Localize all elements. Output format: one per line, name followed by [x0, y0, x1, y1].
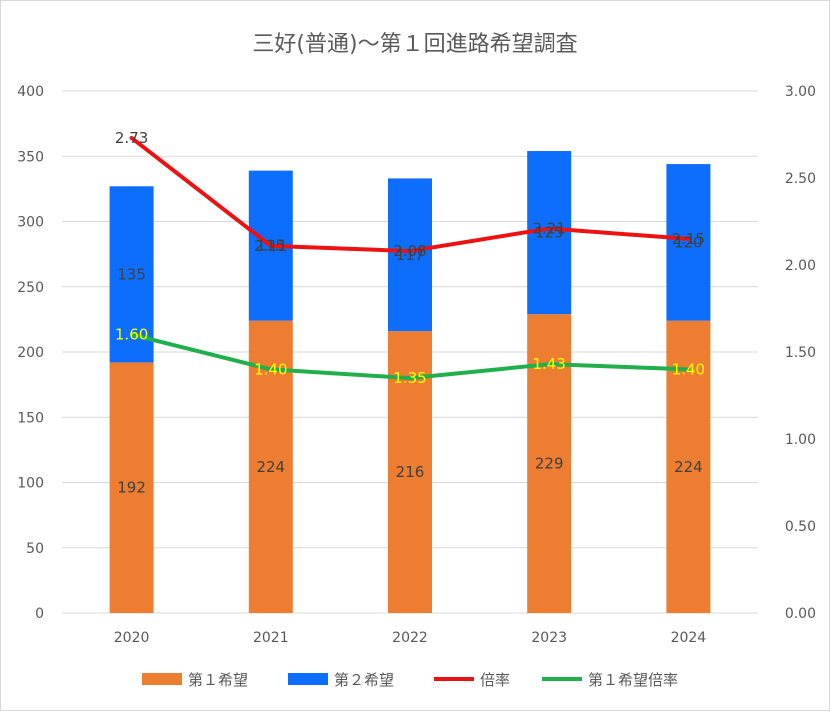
y-right-tick-label: 2.00	[785, 258, 816, 274]
y-left-tick-label: 400	[17, 84, 44, 100]
bar-data-label: 229	[535, 455, 564, 473]
bar-second-choice	[666, 164, 711, 321]
legend-label: 第１希望倍率	[588, 671, 678, 689]
y-left-tick-label: 0	[35, 606, 44, 622]
line-data-label: 2.11	[254, 237, 287, 255]
legend-swatch	[288, 673, 328, 685]
line-data-label: 1.40	[672, 360, 705, 378]
y-right-tick-label: 1.00	[785, 432, 816, 448]
legend-label: 第２希望	[334, 671, 394, 689]
bar-data-label: 224	[674, 458, 703, 476]
chart-title: 三好(普通)～第１回進路希望調査	[252, 32, 577, 57]
line-data-label: 1.60	[115, 326, 148, 344]
line-data-label: 2.08	[393, 242, 426, 260]
y-left-tick-label: 100	[17, 476, 44, 492]
line-data-label: 1.43	[532, 355, 565, 373]
bar-data-label: 224	[256, 458, 285, 476]
first-choice-ratio-line	[129, 332, 691, 381]
y-right-tick-label: 1.50	[785, 345, 816, 361]
y-right-tick-label: 2.50	[785, 171, 816, 187]
x-tick-label: 2024	[671, 630, 707, 646]
line-group	[129, 135, 691, 381]
bar-data-label: 115	[256, 237, 285, 255]
x-tick-label: 2020	[114, 630, 150, 646]
line-data-label: 2.15	[672, 230, 705, 248]
y-right-tick-label: 0.00	[785, 606, 816, 622]
legend-label: 第１希望	[188, 671, 248, 689]
data-label-group: 192 135 224 115 216 117 229 125 224 120 2.73 2.11 2.…	[115, 129, 705, 497]
line-data-label: 2.21	[532, 219, 565, 237]
x-tick-label: 2022	[392, 630, 428, 646]
y-left-tick-label: 50	[26, 541, 44, 557]
bar-data-label: 216	[396, 463, 425, 481]
legend-label: 倍率	[480, 671, 510, 689]
bar-data-label: 135	[117, 265, 146, 283]
y-left-tick-label: 250	[17, 280, 44, 296]
legend: 第１希望 第２希望 倍率 第１希望倍率	[142, 671, 678, 689]
y-left-tick-label: 200	[17, 345, 44, 361]
axis-group: 0 50 100 150 200 250 300 350 400 0.00 0.50 1.00 1.50…	[17, 84, 816, 646]
legend-swatch	[142, 673, 182, 685]
bar-second-choice	[388, 178, 432, 332]
line-data-label: 2.73	[115, 129, 148, 147]
bar-data-label: 192	[117, 479, 146, 497]
line-data-label: 1.35	[393, 369, 426, 387]
bar-data-label: 125	[535, 224, 564, 242]
bar-group	[109, 151, 711, 613]
x-tick-label: 2021	[253, 630, 289, 646]
x-tick-label: 2023	[531, 630, 567, 646]
y-right-tick-label: 0.50	[785, 519, 816, 535]
bar-data-label: 117	[396, 246, 425, 264]
bar-first-choice	[109, 362, 154, 613]
line-data-label: 1.40	[254, 360, 287, 378]
ratio-line	[129, 135, 691, 254]
y-left-tick-label: 350	[17, 149, 44, 165]
y-left-tick-label: 150	[17, 410, 44, 426]
bar-data-label: 120	[674, 233, 703, 251]
y-right-tick-label: 3.00	[785, 84, 816, 100]
y-left-tick-label: 300	[17, 215, 44, 231]
